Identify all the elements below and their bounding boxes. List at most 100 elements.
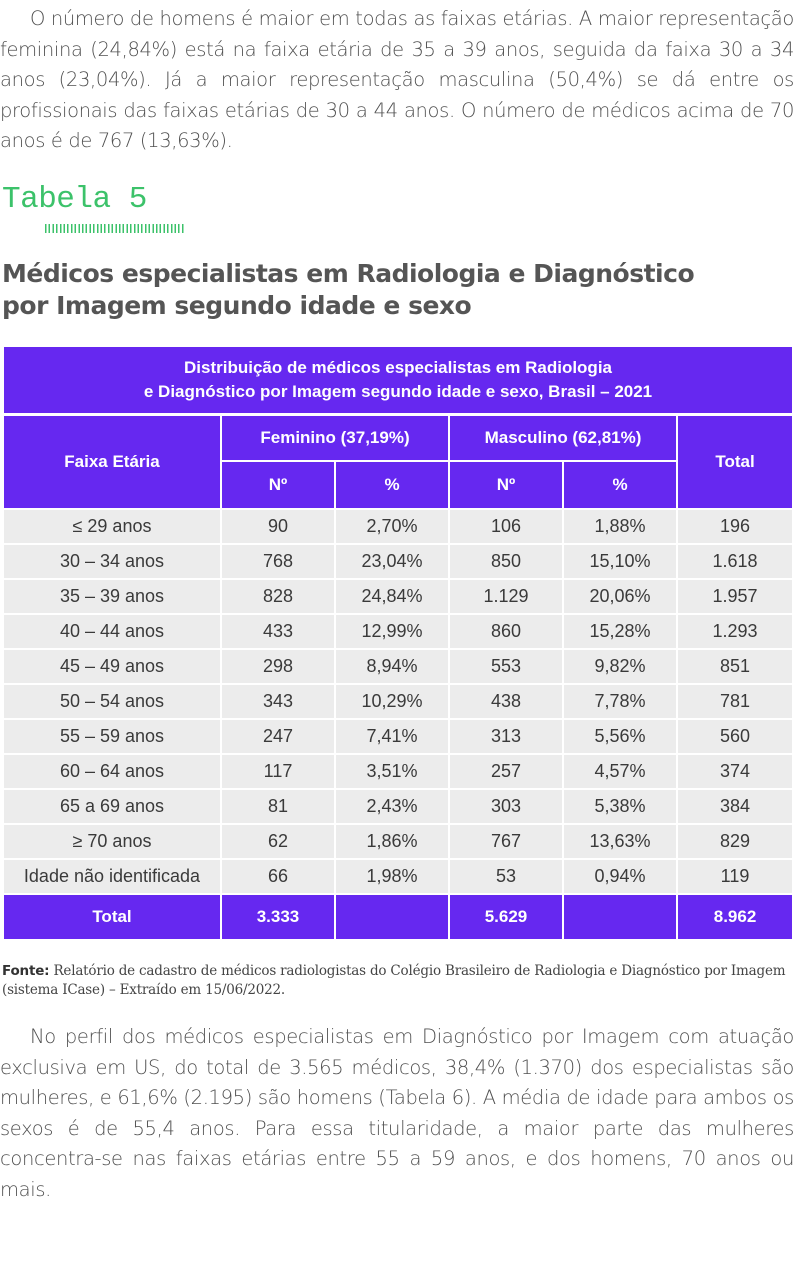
cell-feminino-pct: 2,43%	[334, 788, 450, 825]
table-row: 40 – 44 anos 433 12,99% 860 15,28% 1.293	[2, 613, 794, 650]
cell-faixa: 30 – 34 anos	[2, 543, 222, 580]
cell-feminino-pct: 2,70%	[334, 508, 450, 545]
cell-total: 196	[675, 508, 794, 545]
decorative-tick-divider	[45, 224, 185, 233]
closing-paragraph: No perfil dos médicos especialistas em D…	[0, 1022, 794, 1205]
cell-faixa: ≥ 70 anos	[2, 823, 222, 860]
intro-paragraph: O número de homens é maior em todas as f…	[0, 4, 794, 157]
cell-feminino-pct: 1,98%	[334, 858, 450, 895]
cell-total: 851	[675, 648, 794, 685]
total-masculino-pct	[562, 893, 678, 941]
cell-masculino-num: 553	[448, 648, 564, 685]
cell-masculino-pct: 20,06%	[562, 578, 678, 615]
total-feminino-pct	[334, 893, 450, 941]
cell-masculino-num: 438	[448, 683, 564, 720]
cell-masculino-pct: 9,82%	[562, 648, 678, 685]
cell-masculino-pct: 1,88%	[562, 508, 678, 545]
cell-feminino-pct: 12,99%	[334, 613, 450, 650]
cell-masculino-pct: 13,63%	[562, 823, 678, 860]
cell-feminino-num: 66	[220, 858, 336, 895]
cell-feminino-num: 768	[220, 543, 336, 580]
header-masculino: Masculino (62,81%)	[448, 413, 678, 462]
table-heading: Médicos especialistas em Radiologia e Di…	[2, 258, 792, 322]
cell-masculino-num: 313	[448, 718, 564, 755]
table-row: 60 – 64 anos 117 3,51% 257 4,57% 374	[2, 753, 794, 790]
cell-faixa: 35 – 39 anos	[2, 578, 222, 615]
table-row: Idade não identificada 66 1,98% 53 0,94%…	[2, 858, 794, 895]
cell-faixa: 40 – 44 anos	[2, 613, 222, 650]
cell-total: 374	[675, 753, 794, 790]
cell-total: 1.618	[675, 543, 794, 580]
header-feminino: Feminino (37,19%)	[220, 413, 450, 462]
table-row: 65 a 69 anos 81 2,43% 303 5,38% 384	[2, 788, 794, 825]
cell-faixa: 45 – 49 anos	[2, 648, 222, 685]
cell-total: 560	[675, 718, 794, 755]
table-caption-line-1: Distribuição de médicos especialistas em…	[184, 358, 612, 377]
cell-masculino-num: 257	[448, 753, 564, 790]
cell-feminino-num: 433	[220, 613, 336, 650]
header-total: Total	[675, 413, 794, 510]
cell-faixa: 65 a 69 anos	[2, 788, 222, 825]
cell-masculino-num: 860	[448, 613, 564, 650]
table-row: 50 – 54 anos 343 10,29% 438 7,78% 781	[2, 683, 794, 720]
table-row: 55 – 59 anos 247 7,41% 313 5,56% 560	[2, 718, 794, 755]
cell-masculino-num: 767	[448, 823, 564, 860]
cell-masculino-num: 1.129	[448, 578, 564, 615]
table-source-note: Fonte: Relatório de cadastro de médicos …	[2, 962, 792, 1000]
intro-paragraph-text: O número de homens é maior em todas as f…	[0, 7, 794, 152]
cell-feminino-num: 117	[220, 753, 336, 790]
header-faixa-etaria: Faixa Etária	[2, 413, 222, 510]
cell-masculino-pct: 15,10%	[562, 543, 678, 580]
header-masculino-pct: %	[562, 460, 678, 510]
cell-masculino-pct: 5,56%	[562, 718, 678, 755]
table-heading-line-2: por Imagem segundo idade e sexo	[2, 291, 472, 320]
table-row: 30 – 34 anos 768 23,04% 850 15,10% 1.618	[2, 543, 794, 580]
cell-feminino-num: 298	[220, 648, 336, 685]
cell-total: 1.293	[675, 613, 794, 650]
table-row: 45 – 49 anos 298 8,94% 553 9,82% 851	[2, 648, 794, 685]
header-feminino-num: Nº	[220, 460, 336, 510]
table-row: ≤ 29 anos 90 2,70% 106 1,88% 196	[2, 508, 794, 545]
cell-feminino-pct: 23,04%	[334, 543, 450, 580]
cell-feminino-num: 81	[220, 788, 336, 825]
cell-masculino-num: 53	[448, 858, 564, 895]
table-caption: Distribuição de médicos especialistas em…	[1, 345, 794, 416]
cell-faixa: 50 – 54 anos	[2, 683, 222, 720]
table-heading-line-1: Médicos especialistas em Radiologia e Di…	[2, 259, 695, 288]
cell-masculino-pct: 7,78%	[562, 683, 678, 720]
total-overall: 8.962	[675, 893, 794, 941]
cell-total: 1.957	[675, 578, 794, 615]
table-label: Tabela 5	[2, 182, 147, 217]
cell-feminino-pct: 8,94%	[334, 648, 450, 685]
total-masculino-num: 5.629	[448, 893, 564, 941]
closing-paragraph-text: No perfil dos médicos especialistas em D…	[0, 1025, 794, 1201]
cell-feminino-pct: 7,41%	[334, 718, 450, 755]
cell-feminino-pct: 24,84%	[334, 578, 450, 615]
table-row: ≥ 70 anos 62 1,86% 767 13,63% 829	[2, 823, 794, 860]
cell-faixa: 60 – 64 anos	[2, 753, 222, 790]
source-label: Fonte:	[2, 963, 50, 979]
cell-masculino-pct: 15,28%	[562, 613, 678, 650]
table-row: 35 – 39 anos 828 24,84% 1.129 20,06% 1.9…	[2, 578, 794, 615]
cell-faixa: ≤ 29 anos	[2, 508, 222, 545]
cell-feminino-pct: 10,29%	[334, 683, 450, 720]
cell-faixa: 55 – 59 anos	[2, 718, 222, 755]
cell-total: 829	[675, 823, 794, 860]
source-text: Relatório de cadastro de médicos radiolo…	[2, 963, 786, 998]
cell-total: 119	[675, 858, 794, 895]
total-row: Total 3.333 5.629 8.962	[2, 893, 794, 941]
table-caption-line-2: e Diagnóstico por Imagem segundo idade e…	[143, 382, 653, 401]
cell-feminino-num: 828	[220, 578, 336, 615]
cell-faixa: Idade não identificada	[2, 858, 222, 895]
cell-masculino-pct: 0,94%	[562, 858, 678, 895]
cell-feminino-num: 62	[220, 823, 336, 860]
cell-feminino-pct: 1,86%	[334, 823, 450, 860]
cell-masculino-num: 303	[448, 788, 564, 825]
cell-feminino-num: 90	[220, 508, 336, 545]
header-feminino-pct: %	[334, 460, 450, 510]
cell-feminino-num: 343	[220, 683, 336, 720]
cell-total: 384	[675, 788, 794, 825]
total-label: Total	[2, 893, 222, 941]
header-masculino-num: Nº	[448, 460, 564, 510]
cell-feminino-num: 247	[220, 718, 336, 755]
